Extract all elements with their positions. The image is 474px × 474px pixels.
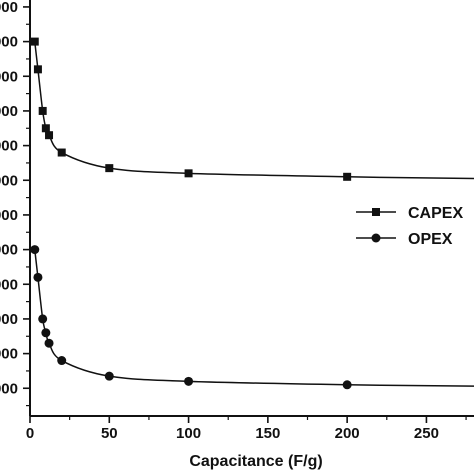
opex-line — [34, 249, 474, 387]
legend-capex-marker — [372, 208, 380, 216]
x-axis-title: Capacitance (F/g) — [189, 453, 322, 470]
y-tick-label: 000 — [0, 207, 18, 224]
x-tick-label: 150 — [255, 425, 280, 442]
y-tick-label: 000 — [0, 172, 18, 189]
x-tick-label: 50 — [101, 425, 118, 442]
y-tick-label: 000 — [0, 380, 18, 397]
capex-point — [343, 172, 352, 181]
opex-point — [104, 371, 114, 381]
capex-point — [30, 37, 39, 46]
y-tick-label: 000 — [0, 103, 18, 120]
capex-point — [105, 164, 114, 173]
y-tick-label: 000 — [0, 242, 18, 259]
capex-point — [184, 169, 193, 178]
y-tick-label: 000 — [0, 276, 18, 293]
y-tick-label: 000 — [0, 68, 18, 85]
capex-point — [33, 65, 42, 74]
x-tick-label: 100 — [176, 425, 201, 442]
legend: CAPEX OPEX — [356, 205, 463, 248]
capex-point — [41, 124, 50, 133]
opex-point — [38, 314, 48, 324]
opex-point — [41, 328, 51, 338]
capex-point — [38, 106, 47, 115]
legend-capex-label: CAPEX — [408, 205, 463, 222]
legend-opex-marker — [371, 233, 381, 243]
ticks: 0 50 100 150 200 250 000 000 000 000 000 000 000 000 0… — [0, 0, 467, 442]
y-tick-label: 000 — [0, 34, 18, 51]
capex-line — [34, 41, 474, 180]
x-tick-label: 200 — [335, 425, 360, 442]
capex-point — [57, 148, 66, 157]
opex-point — [33, 272, 43, 282]
x-tick-label: 250 — [414, 425, 439, 442]
y-tick-label: 000 — [0, 346, 18, 363]
y-tick-label: 000 — [0, 0, 18, 16]
x-tick-label: 0 — [26, 425, 34, 442]
opex-point — [30, 245, 40, 255]
y-tick-label: 000 — [0, 311, 18, 328]
opex-point — [184, 376, 194, 386]
opex-point — [342, 380, 352, 390]
legend-opex-label: OPEX — [408, 231, 453, 248]
opex-point — [44, 338, 54, 348]
opex-point — [57, 356, 67, 366]
series-group — [30, 37, 474, 390]
y-tick-label: 000 — [0, 138, 18, 155]
capex-point — [45, 131, 54, 140]
axes — [29, 0, 474, 417]
